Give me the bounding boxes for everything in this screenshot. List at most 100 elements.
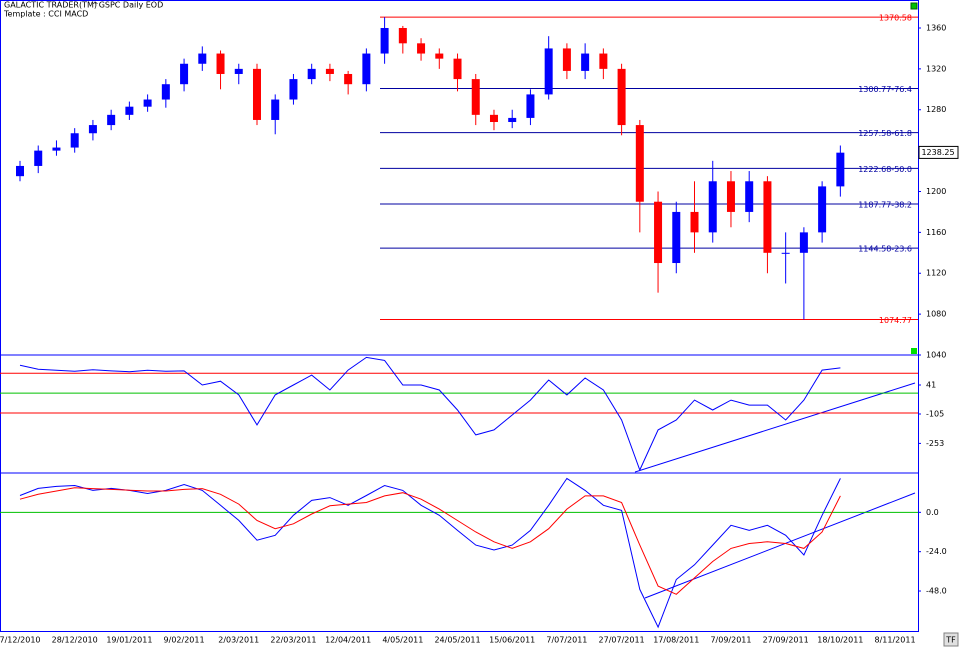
candle-body bbox=[198, 53, 207, 64]
panel-handle[interactable] bbox=[910, 2, 918, 10]
symbol: ^GSPC Daily EOD bbox=[92, 1, 163, 10]
candle-body bbox=[745, 181, 754, 212]
fib-level-label: 1144.58-23.6 bbox=[858, 245, 912, 254]
fib-level-label: 1074.77 bbox=[879, 316, 912, 325]
candle-body bbox=[325, 68, 334, 74]
fib-level-label: 1300.77-76.4 bbox=[858, 85, 912, 94]
candle-body bbox=[125, 106, 134, 115]
x-tick-label: 18/10/2011 bbox=[817, 636, 863, 645]
cci-trendline bbox=[634, 382, 916, 473]
template-name: Template : CCI MACD bbox=[3, 10, 88, 19]
candle-body bbox=[617, 68, 626, 126]
candle-body bbox=[562, 48, 571, 71]
candle-body bbox=[234, 68, 243, 74]
y-tick-label: 1160 bbox=[926, 228, 946, 237]
x-tick-label: 27/09/2011 bbox=[763, 636, 809, 645]
y-tick-label: 41 bbox=[926, 380, 936, 389]
tf-button[interactable] bbox=[943, 632, 959, 647]
candle-body bbox=[526, 94, 535, 118]
y-tick-label: 1200 bbox=[926, 187, 946, 196]
candle-body bbox=[453, 58, 462, 80]
app-name: GALACTIC TRADER(TM) bbox=[4, 1, 97, 10]
candle-body bbox=[307, 68, 316, 80]
candle-body bbox=[70, 133, 79, 148]
candle-body bbox=[435, 53, 444, 59]
x-tick-label: 12/04/2011 bbox=[325, 636, 371, 645]
x-tick-label: 17/08/2011 bbox=[653, 636, 699, 645]
candle-body bbox=[107, 114, 116, 126]
x-tick-label: 15/06/2011 bbox=[489, 636, 535, 645]
tf-button-label[interactable]: TF bbox=[945, 636, 956, 645]
x-tick-label: 2/03/2011 bbox=[218, 636, 259, 645]
candle-body bbox=[654, 201, 663, 264]
candle-body bbox=[599, 53, 608, 69]
candle-body bbox=[380, 27, 389, 54]
y-tick-label: 1320 bbox=[926, 64, 946, 73]
y-tick-label: 1080 bbox=[926, 310, 946, 319]
x-tick-label: 28/12/2010 bbox=[52, 636, 98, 645]
x-tick-label: 7/07/2011 bbox=[546, 636, 587, 645]
candle-body bbox=[672, 211, 681, 264]
candle-body bbox=[16, 165, 24, 177]
fib-level-label: 1370.58 bbox=[879, 14, 912, 23]
candle-body bbox=[180, 63, 189, 85]
candle-body bbox=[161, 84, 170, 100]
indicator-line bbox=[19, 477, 841, 629]
candle-body bbox=[417, 43, 426, 54]
y-tick-label: -253 bbox=[926, 439, 944, 448]
y-tick-label: 1120 bbox=[926, 269, 946, 278]
fib-level-label: 1187.77-38.2 bbox=[858, 200, 912, 209]
candle-body bbox=[88, 125, 97, 134]
candle-body bbox=[344, 73, 353, 85]
macd-trendline bbox=[644, 492, 916, 599]
candle-body bbox=[799, 232, 808, 253]
candle-body bbox=[544, 48, 553, 95]
indicator-line bbox=[19, 487, 841, 595]
candle-body bbox=[398, 27, 407, 44]
x-tick-label: 27/07/2011 bbox=[599, 636, 645, 645]
y-tick-label: 0.0 bbox=[926, 508, 939, 517]
candle-body bbox=[708, 181, 717, 233]
candle-body bbox=[362, 53, 371, 85]
y-tick-label: -48.0 bbox=[926, 587, 947, 596]
y-tick-label: 1280 bbox=[926, 105, 946, 114]
indicator-line bbox=[19, 356, 841, 472]
plot-frame bbox=[0, 0, 919, 632]
x-tick-label: 7/09/2011 bbox=[710, 636, 751, 645]
x-tick-label: 8/11/2011 bbox=[875, 636, 916, 645]
fib-level-label: 1222.68-50.0 bbox=[858, 165, 912, 174]
candle-body bbox=[508, 117, 517, 123]
y-tick-label: 1360 bbox=[926, 23, 946, 32]
fib-level-label: 1257.58-61.8 bbox=[858, 129, 912, 138]
candle-body bbox=[216, 53, 225, 74]
candle-body bbox=[52, 147, 61, 151]
candle-body bbox=[635, 125, 644, 202]
x-tick-label: 4/05/2011 bbox=[382, 636, 423, 645]
candle-body bbox=[781, 252, 790, 254]
candle-body bbox=[143, 99, 152, 107]
x-tick-label: 9/02/2011 bbox=[164, 636, 205, 645]
y-tick-label: -105 bbox=[926, 410, 944, 419]
x-tick-label: 7/12/2010 bbox=[0, 636, 41, 645]
candle-body bbox=[726, 181, 735, 212]
candle-body bbox=[581, 53, 590, 71]
candle-body bbox=[690, 211, 699, 233]
x-tick-label: 24/05/2011 bbox=[434, 636, 480, 645]
candle-body bbox=[289, 79, 298, 100]
candle-body bbox=[34, 150, 43, 166]
x-tick-label: 22/03/2011 bbox=[270, 636, 316, 645]
x-tick-label: 19/01/2011 bbox=[106, 636, 152, 645]
y-tick-label: -24.0 bbox=[926, 547, 947, 556]
last-price-box bbox=[918, 145, 959, 159]
candle-body bbox=[471, 79, 480, 115]
candle-body bbox=[489, 114, 498, 123]
panel-handle[interactable] bbox=[911, 348, 917, 354]
candle-body bbox=[818, 186, 827, 233]
candle-body bbox=[836, 152, 845, 187]
last-price-label: 1238.25 bbox=[921, 148, 954, 157]
y-tick-label: 1040 bbox=[926, 351, 946, 360]
candle-body bbox=[252, 68, 261, 120]
candle-body bbox=[271, 99, 280, 120]
marks: 1040 1080 1120 1160 1200 1280 1320 1360 1370.58 1… bbox=[0, 14, 959, 645]
